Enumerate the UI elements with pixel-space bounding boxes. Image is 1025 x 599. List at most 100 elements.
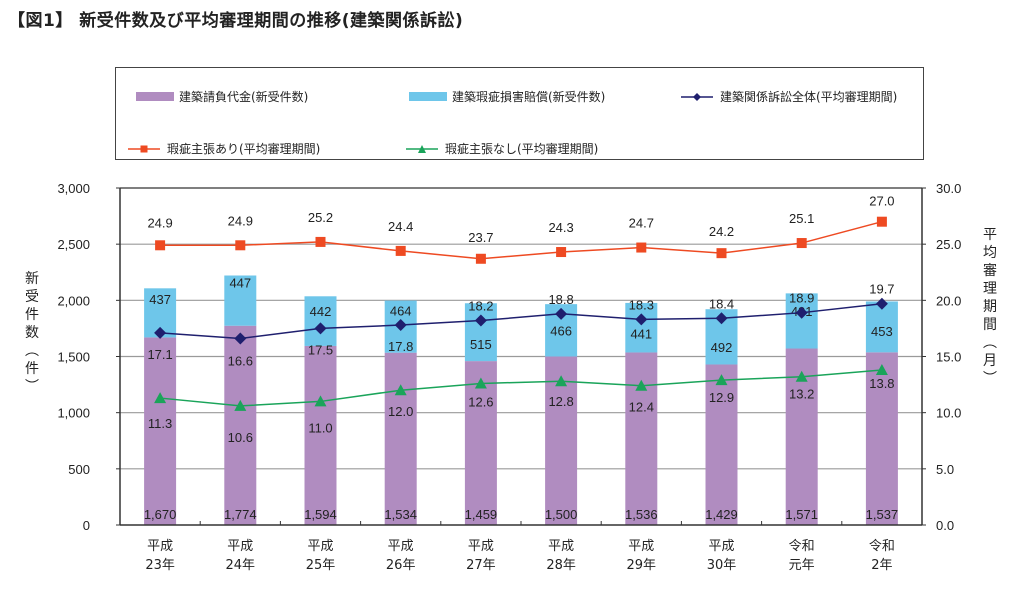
- y-left-tick-label: 2,000: [57, 293, 90, 308]
- line-label: 12.6: [468, 394, 493, 409]
- bar-label-defect-damages: 442: [310, 304, 332, 319]
- legend-swatch-purple: [136, 92, 174, 101]
- bar-label-contract-payment: 1,459: [465, 507, 498, 522]
- diamond-marker: [795, 306, 808, 319]
- bar-label-defect-damages: 453: [871, 324, 893, 339]
- line-label: 27.0: [869, 194, 894, 209]
- x-tick-label: 平成 30年: [706, 539, 737, 573]
- bar-contract-payment: [705, 364, 738, 525]
- x-tick-label: 平成 26年: [385, 539, 416, 573]
- diamond-marker-icon: [681, 92, 713, 101]
- triangle-marker: [555, 375, 568, 387]
- line-label: 18.9: [789, 291, 814, 306]
- bar-contract-payment: [865, 352, 898, 525]
- square-marker: [636, 242, 647, 253]
- line-label: 24.3: [548, 220, 573, 235]
- diamond-marker: [394, 319, 407, 332]
- square-marker: [315, 236, 326, 247]
- line-label: 16.6: [228, 354, 253, 369]
- triangle-marker-icon: [406, 144, 438, 153]
- bar-defect-damages: [625, 302, 658, 353]
- bar-label-defect-damages: 464: [390, 304, 412, 319]
- triangle-marker: [394, 384, 407, 396]
- line-label: 25.2: [308, 210, 333, 225]
- y-left-tick-label: 500: [68, 462, 90, 477]
- triangle-marker: [234, 399, 247, 411]
- bar-label-contract-payment: 1,594: [304, 507, 337, 522]
- triangle-marker: [795, 370, 808, 382]
- line-label: 24.9: [147, 215, 172, 230]
- x-tick-label: 平成 25年: [305, 539, 336, 573]
- line-series-0: [160, 302, 882, 340]
- bar-label-contract-payment: 1,536: [625, 507, 658, 522]
- y-axis-right-label: 平均審理期間 ︵ 月 ︶: [983, 227, 997, 387]
- y-right-tick-label: 30.0: [936, 181, 961, 196]
- legend-swatch-lightblue: [409, 92, 447, 101]
- bar-label-defect-damages: 492: [711, 340, 733, 355]
- legend-item-defect-claimed: 瑕疵主張あり(平均審理期間): [128, 140, 320, 157]
- chart-legend: 建築請負代金(新受件数) 建築瑕疵損害賠償(新受件数) 建築関係訴訟全体(平均審…: [115, 67, 924, 160]
- bar-contract-payment: [384, 352, 417, 525]
- bar-contract-payment: [224, 325, 257, 525]
- bar-label-contract-payment: 1,537: [866, 507, 899, 522]
- square-marker: [716, 248, 727, 259]
- line-label: 24.2: [709, 224, 734, 239]
- y-right-tick-label: 5.0: [936, 462, 954, 477]
- y-right-tick-label: 0.0: [936, 518, 954, 533]
- bar-contract-payment: [625, 352, 658, 525]
- y-axis-left-label: 新受件数 ︵ 件 ︶: [25, 271, 39, 395]
- bar-defect-damages: [785, 293, 818, 349]
- line-series-1: [160, 220, 883, 260]
- bar-label-defect-damages: 441: [630, 327, 652, 342]
- legend-label: 建築瑕疵損害賠償(新受件数): [452, 90, 606, 104]
- diamond-marker: [635, 313, 648, 326]
- bar-label-defect-damages: 515: [470, 337, 492, 352]
- line-label: 12.9: [709, 390, 734, 405]
- y-left-tick-label: 3,000: [57, 181, 90, 196]
- line-label: 18.4: [709, 296, 734, 311]
- bar-label-contract-payment: 1,774: [224, 507, 257, 522]
- y-left-tick-label: 1,500: [57, 350, 90, 365]
- bar-label-contract-payment: 1,500: [545, 507, 578, 522]
- line-label: 12.4: [629, 400, 654, 415]
- line-label: 18.2: [468, 299, 493, 314]
- diamond-marker: [715, 312, 728, 325]
- triangle-marker: [474, 377, 487, 389]
- square-marker: [556, 247, 567, 258]
- x-tick-label: 平成 23年: [145, 539, 175, 573]
- x-tick-label: 令和 元年: [788, 539, 815, 573]
- line-label: 24.9: [228, 213, 253, 228]
- line-label: 13.8: [869, 376, 894, 391]
- bar-contract-payment: [304, 345, 337, 525]
- square-marker: [475, 253, 486, 264]
- legend-item-defect-damages: 建築瑕疵損害賠償(新受件数): [409, 88, 605, 105]
- x-tick-label: 平成 24年: [225, 539, 256, 573]
- bar-label-defect-damages: 437: [149, 292, 171, 307]
- line-label: 10.6: [228, 430, 253, 445]
- diamond-marker: [314, 322, 327, 335]
- bar-label-contract-payment: 1,429: [705, 507, 738, 522]
- bar-contract-payment: [144, 337, 177, 525]
- x-tick-label: 令和 2年: [868, 539, 895, 573]
- y-right-tick-label: 20.0: [936, 293, 961, 308]
- bar-label-contract-payment: 1,534: [384, 507, 417, 522]
- line-label: 17.8: [388, 339, 413, 354]
- line-label: 17.1: [147, 347, 172, 362]
- y-right-tick-label: 15.0: [936, 350, 961, 365]
- bar-label-contract-payment: 1,670: [144, 507, 177, 522]
- line-label: 24.7: [629, 216, 654, 231]
- chart-title: 【図1】 新受件数及び平均審理期間の推移(建築関係訴訟): [8, 11, 464, 31]
- y-left-tick-label: 0: [83, 518, 90, 533]
- line-label: 25.1: [789, 211, 814, 226]
- line-label: 18.3: [629, 297, 654, 312]
- diamond-marker: [234, 332, 247, 345]
- line-label: 17.5: [308, 342, 333, 357]
- line-label: 13.2: [789, 387, 814, 402]
- y-left-tick-label: 1,000: [57, 406, 90, 421]
- triangle-marker: [875, 363, 888, 375]
- square-marker: [235, 240, 246, 251]
- diamond-marker: [555, 307, 568, 320]
- legend-label: 建築請負代金(新受件数): [179, 90, 309, 104]
- x-tick-label: 平成 29年: [626, 539, 657, 573]
